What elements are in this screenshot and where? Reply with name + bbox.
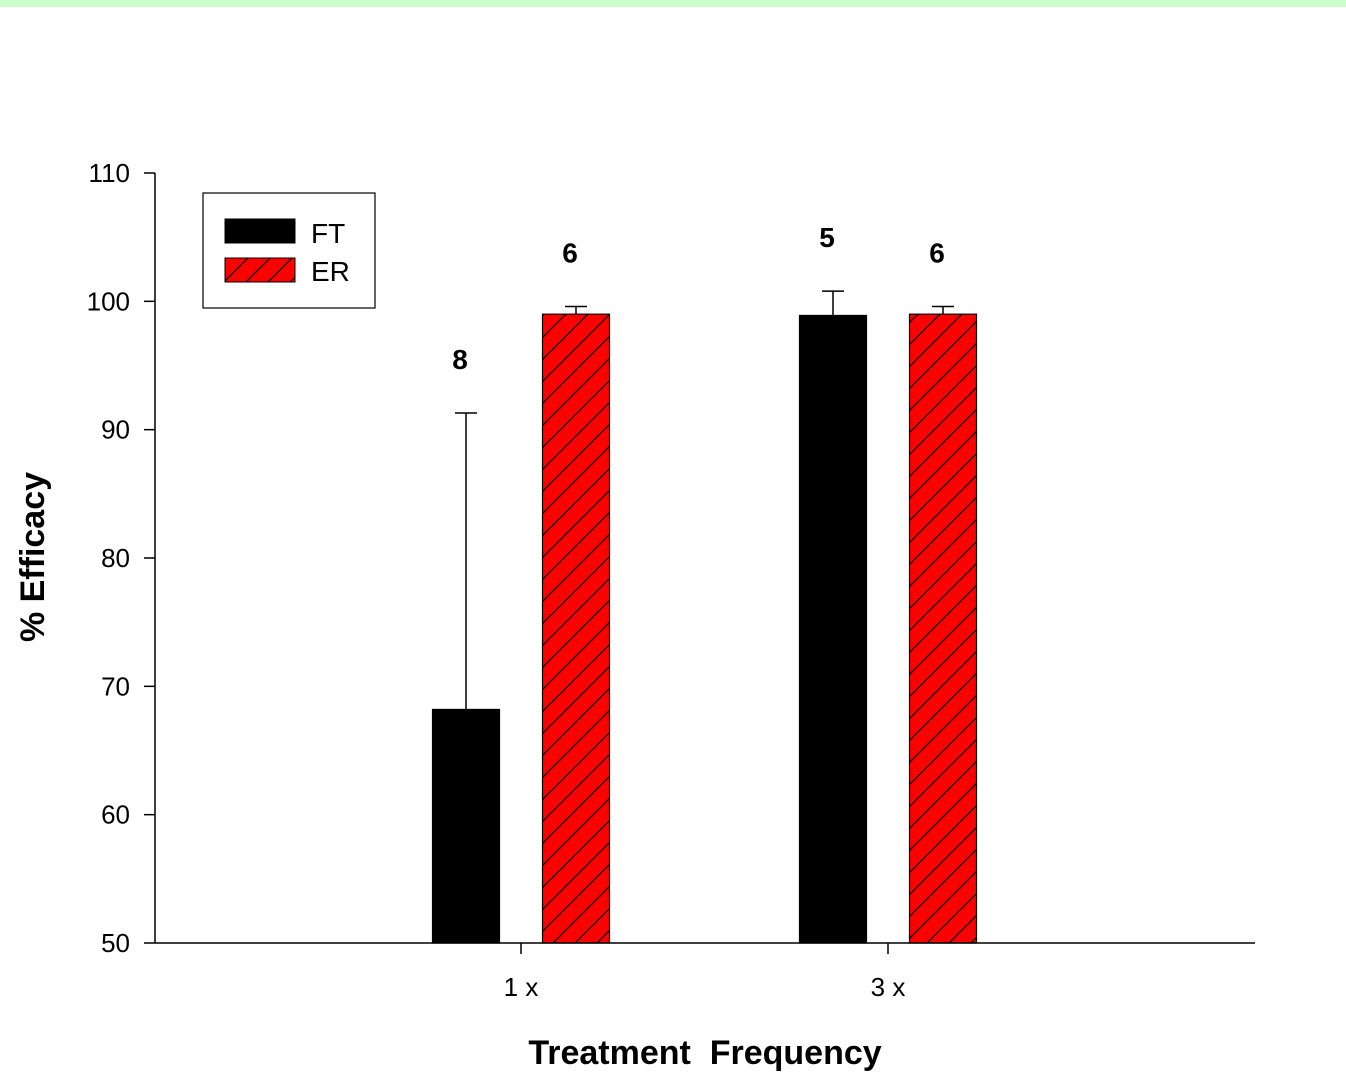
y-tick-label: 100: [87, 286, 130, 316]
x-tick-label: 3 x: [871, 972, 906, 1002]
bar-er: [541, 313, 611, 944]
legend-swatch-er: [224, 257, 296, 283]
y-tick-label: 90: [101, 415, 130, 445]
legend-box: [202, 192, 376, 309]
legend-label-er: ER: [311, 256, 350, 287]
y-tick-label: 60: [101, 800, 130, 830]
y-axis-title: % Efficacy: [14, 472, 52, 642]
legend-label-ft: FT: [311, 218, 345, 249]
bar-ft: [431, 708, 501, 944]
x-tick-label: 1 x: [504, 972, 539, 1002]
sample-size-label: 6: [562, 237, 578, 268]
y-tick-label: 50: [101, 928, 130, 958]
x-axis-ticks: 1 x 3 x: [504, 943, 906, 1002]
sample-size-label: 5: [819, 222, 835, 253]
x-axis-title: Treatment Frequency: [528, 1034, 881, 1072]
top-band: [0, 0, 1346, 7]
bar-er: [908, 313, 978, 944]
y-tick-label: 110: [89, 158, 130, 188]
legend-swatch-ft: [224, 218, 296, 244]
sample-size-label: 6: [929, 237, 945, 268]
legend: FT ER: [202, 192, 376, 309]
y-axis-ticks: 50 60 70 80 90 100 110: [87, 158, 155, 958]
bars-layer: [431, 313, 978, 944]
sample-size-labels: 8 5 6 6: [452, 222, 945, 375]
bar-ft: [798, 314, 868, 944]
errorbars-layer: [455, 290, 954, 710]
y-tick-label: 70: [101, 671, 130, 701]
y-tick-label: 80: [101, 543, 130, 573]
sample-size-label: 8: [452, 344, 468, 375]
